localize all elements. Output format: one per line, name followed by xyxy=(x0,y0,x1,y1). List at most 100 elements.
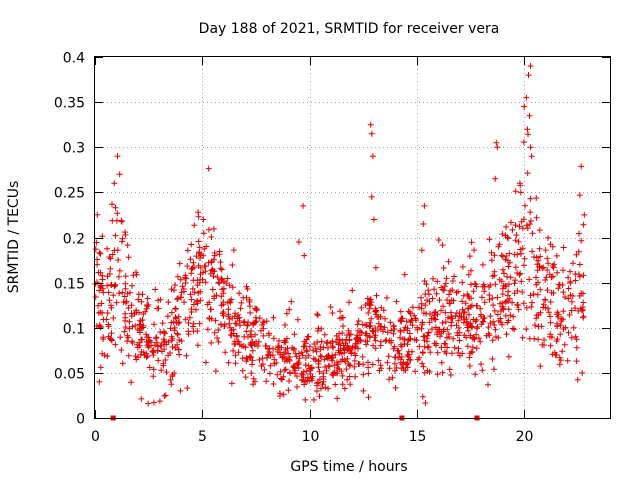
data-point xyxy=(168,381,175,388)
data-point xyxy=(459,298,466,305)
data-point xyxy=(419,321,426,328)
data-point xyxy=(219,310,226,317)
data-point xyxy=(418,300,425,307)
data-point xyxy=(138,395,145,402)
data-point xyxy=(357,337,364,343)
data-point xyxy=(545,260,552,267)
data-point xyxy=(197,271,204,278)
data-point xyxy=(191,222,198,229)
data-point xyxy=(461,316,468,323)
data-point xyxy=(152,286,159,293)
data-point xyxy=(157,329,164,336)
data-point xyxy=(438,359,445,366)
data-point xyxy=(371,216,377,223)
data-point xyxy=(315,358,322,365)
data-point xyxy=(502,312,509,319)
data-point xyxy=(351,363,358,370)
data-point xyxy=(217,259,224,266)
data-point xyxy=(348,349,355,356)
data-points xyxy=(92,63,588,407)
data-point xyxy=(493,139,500,146)
data-point xyxy=(479,261,486,268)
data-point xyxy=(203,243,210,250)
data-point xyxy=(407,319,414,326)
data-point xyxy=(134,344,141,351)
data-point xyxy=(534,291,541,298)
data-point xyxy=(193,253,200,260)
data-point xyxy=(425,343,432,350)
data-point xyxy=(490,302,497,309)
data-point xyxy=(253,306,260,313)
data-point xyxy=(445,331,452,337)
data-point xyxy=(221,321,228,328)
data-point xyxy=(159,320,166,327)
data-point xyxy=(578,290,585,297)
data-point xyxy=(97,250,104,257)
data-point xyxy=(513,232,520,239)
data-point xyxy=(455,349,462,356)
data-point xyxy=(270,335,277,342)
data-point xyxy=(184,263,191,270)
data-point xyxy=(171,370,178,377)
data-point xyxy=(568,298,575,305)
data-point xyxy=(340,323,346,330)
data-point xyxy=(124,242,131,249)
data-point xyxy=(313,388,320,394)
data-point xyxy=(479,294,485,301)
data-point xyxy=(527,209,534,216)
data-point xyxy=(95,310,102,316)
data-point xyxy=(447,287,454,294)
data-point xyxy=(567,292,574,299)
data-point xyxy=(217,265,224,272)
data-point xyxy=(416,343,423,350)
data-point xyxy=(346,373,353,380)
data-point xyxy=(533,214,540,221)
data-point xyxy=(345,327,352,334)
data-point xyxy=(573,336,580,343)
data-point xyxy=(163,369,170,376)
data-point xyxy=(108,281,115,288)
data-point xyxy=(533,195,540,201)
data-point xyxy=(520,216,527,223)
data-point xyxy=(220,290,227,297)
data-point xyxy=(562,294,568,300)
data-point xyxy=(293,353,300,360)
data-point xyxy=(196,279,203,286)
data-point xyxy=(549,273,556,280)
y-tick-label: 0.3 xyxy=(63,141,85,157)
y-tick-label: 0.15 xyxy=(54,277,85,293)
data-point xyxy=(188,296,195,303)
data-point xyxy=(548,274,555,281)
data-point xyxy=(575,271,582,278)
y-tick-label: 0.1 xyxy=(63,322,85,338)
data-point xyxy=(429,295,436,302)
data-point xyxy=(151,321,157,328)
data-point xyxy=(473,345,480,352)
data-point xyxy=(448,309,454,316)
data-point xyxy=(302,396,309,403)
data-point xyxy=(354,332,361,339)
data-point xyxy=(409,322,416,329)
data-point xyxy=(431,309,438,316)
data-point xyxy=(425,330,432,336)
data-point xyxy=(332,381,339,388)
data-point xyxy=(440,303,446,310)
data-point xyxy=(400,336,407,343)
data-point xyxy=(175,313,182,320)
data-point xyxy=(143,350,150,357)
data-point xyxy=(106,271,113,277)
data-point xyxy=(517,246,524,253)
data-point xyxy=(194,328,201,334)
data-point xyxy=(122,324,129,331)
data-point xyxy=(509,226,516,233)
data-point xyxy=(167,376,174,383)
data-point xyxy=(390,345,397,352)
data-point xyxy=(218,266,225,273)
data-point xyxy=(527,144,534,151)
data-point xyxy=(554,269,561,276)
data-point xyxy=(107,265,114,272)
data-point xyxy=(527,195,534,202)
data-point xyxy=(118,218,125,225)
data-point xyxy=(122,231,129,238)
data-point xyxy=(446,291,452,298)
